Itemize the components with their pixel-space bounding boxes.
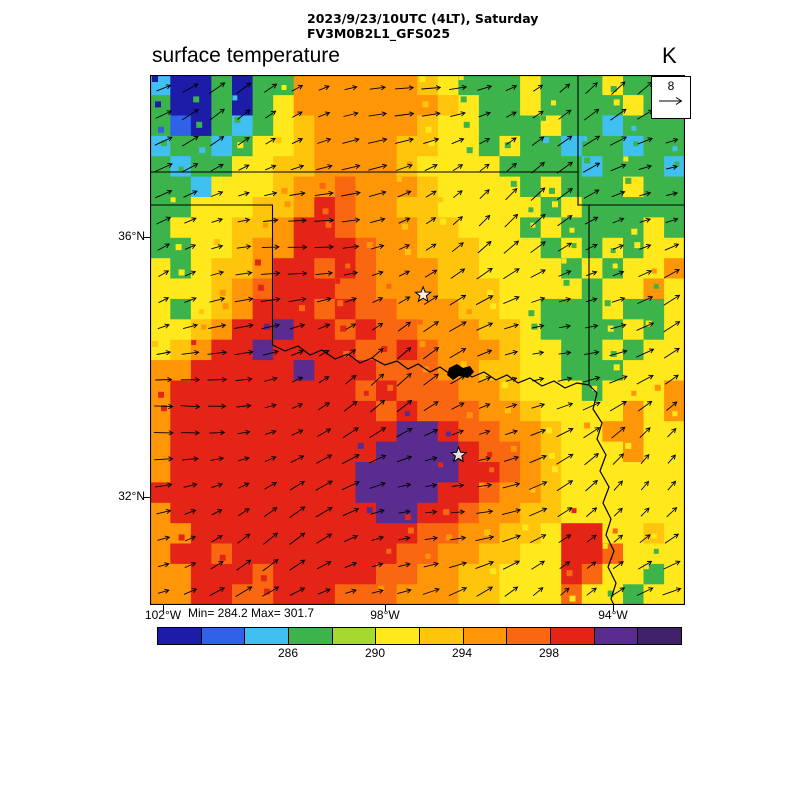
colorbar-segment [420,628,464,644]
colorbar-tick-label: 294 [451,646,473,660]
lat-tick-mark [144,237,150,238]
lat-tick-label: 32°N [118,489,145,503]
colorbar [157,627,682,645]
colorbar-tick-label: 290 [364,646,386,660]
unit-label: K [662,43,677,68]
wind-reference-box: 8 [651,76,691,119]
lat-tick-label: 36°N [118,229,145,243]
colorbar-segment [245,628,290,644]
colorbar-segment [551,628,595,644]
colorbar-tick-labels: 286 290 294 298 [157,646,680,662]
colorbar-segment [332,628,377,644]
colorbar-segment [289,628,333,644]
valid-time-title: 2023/9/23/10UTC (4LT), Saturday [307,11,539,26]
wind-reference-arrow-icon [659,97,683,105]
lat-tick-mark [144,497,150,498]
model-title: FV3M0B2L1_GFS025 [307,26,451,41]
colorbar-segment [507,628,552,644]
colorbar-segment [594,628,639,644]
colorbar-segment [201,628,246,644]
lon-tick-label: 102°W [144,608,182,622]
minmax-stats: Min= 284.2 Max= 301.7 [188,606,315,620]
colorbar-segment [638,628,682,644]
plot-title: surface temperature [152,44,340,67]
lon-tick-label: 98°W [370,608,400,622]
lon-tick-label: 94°W [598,608,628,622]
lon-tick-mark [163,605,164,611]
wind-reference-value: 8 [667,79,675,93]
colorbar-tick-label: 286 [277,646,299,660]
colorbar-tick-label: 298 [538,646,560,660]
colorbar-segment [376,628,421,644]
colorbar-segment [158,628,202,644]
lon-tick-mark [613,605,614,611]
plot-header: 2023/9/23/10UTC (4LT), Saturday FV3M0B2L… [307,11,538,41]
temperature-map [150,75,685,605]
colorbar-segment [463,628,508,644]
lon-tick-mark [385,605,386,611]
